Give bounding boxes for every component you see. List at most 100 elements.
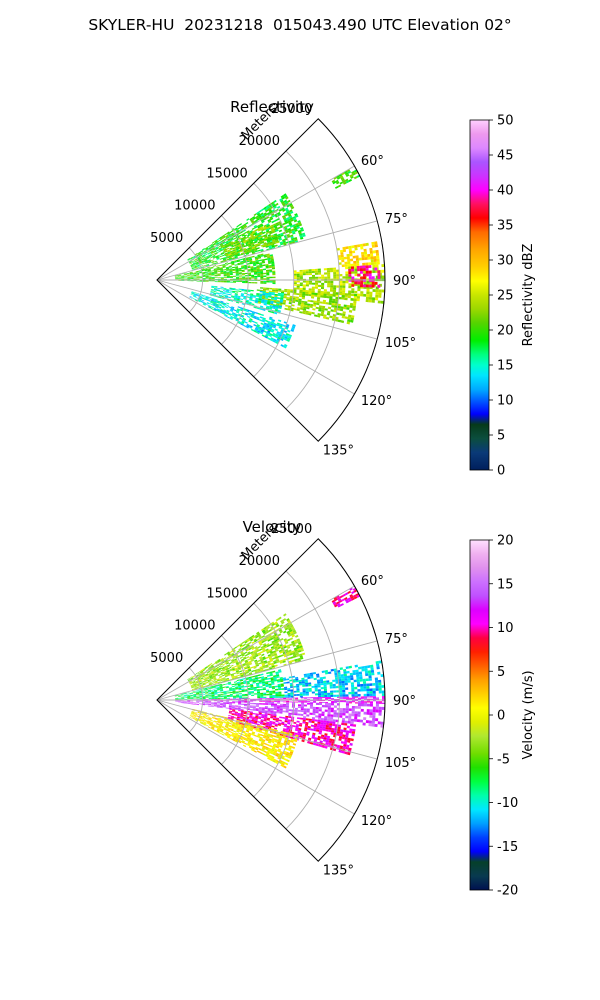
echo-cell <box>229 281 233 283</box>
echo-cell <box>298 683 303 686</box>
echo-cell <box>195 717 199 720</box>
echo-cell <box>178 276 182 278</box>
echo-cell <box>342 311 346 315</box>
echo-cell <box>219 309 224 312</box>
echo-cell <box>317 717 322 721</box>
echo-cell <box>253 722 257 725</box>
echo-cell <box>204 252 208 255</box>
echo-cell <box>218 675 222 678</box>
echo-cell <box>252 679 256 682</box>
grid-spoke <box>156 165 355 281</box>
echo-cell <box>198 298 202 301</box>
echo-cell <box>267 259 271 262</box>
echo-cell <box>192 675 196 678</box>
echo-cell <box>352 172 356 176</box>
echo-cell <box>366 688 370 692</box>
echo-cell <box>243 295 247 298</box>
echo-cell <box>187 697 191 699</box>
echo-cell <box>229 275 233 277</box>
echo-cell <box>232 721 236 724</box>
echo-cell <box>359 676 363 680</box>
echo-cell <box>246 250 251 253</box>
echo-cell <box>268 291 272 294</box>
echo-cell <box>265 725 269 728</box>
echo-cell <box>286 293 291 296</box>
echo-cell <box>236 260 241 263</box>
echo-cell <box>259 270 264 272</box>
echo-cell <box>251 246 256 249</box>
echo-cell <box>273 660 277 663</box>
echo-cell <box>208 697 212 699</box>
echo-cell <box>183 273 187 275</box>
echo-cell <box>259 231 263 234</box>
echo-cell <box>291 325 296 329</box>
echo-cell <box>240 650 244 654</box>
echo-cell <box>208 261 212 264</box>
echo-cell <box>190 677 194 680</box>
echo-cell <box>223 691 227 693</box>
echo-cell <box>353 300 357 304</box>
echo-cell <box>221 297 225 300</box>
echo-cell <box>174 695 178 697</box>
echo-cell <box>231 713 235 716</box>
echo-cell <box>265 656 269 659</box>
echo-cell <box>249 705 253 707</box>
echo-cell <box>344 751 348 755</box>
echo-cell <box>285 678 290 681</box>
echo-cell <box>279 710 283 713</box>
echo-cell <box>192 272 196 274</box>
echo-cell <box>374 723 378 728</box>
echo-cell <box>273 708 277 710</box>
echo-cell <box>302 736 306 739</box>
echo-cell <box>226 310 230 313</box>
echo-cell <box>222 705 226 707</box>
echo-cell <box>255 664 260 667</box>
echo-cell <box>240 225 244 228</box>
echo-cell <box>202 697 206 699</box>
echo-cell <box>216 258 220 260</box>
azimuth-tick-label: 90° <box>393 274 416 289</box>
echo-cell <box>318 702 323 706</box>
echo-cell <box>257 228 262 232</box>
echo-cell <box>191 260 195 263</box>
echo-cell <box>257 329 261 332</box>
echo-cell <box>211 694 215 696</box>
echo-cell <box>225 240 229 243</box>
echo-cell <box>368 279 372 282</box>
echo-cell <box>296 273 300 276</box>
echo-cell <box>196 294 201 296</box>
echo-cell <box>338 257 342 261</box>
echo-cell <box>323 686 327 690</box>
echo-cell <box>181 277 185 279</box>
echo-cell <box>233 250 238 253</box>
echo-cell <box>279 299 284 302</box>
echo-cell <box>234 667 238 670</box>
echo-cell <box>216 687 220 690</box>
echo-cell <box>254 301 258 304</box>
echo-cell <box>265 306 270 310</box>
echo-cell <box>232 290 236 293</box>
echo-cell <box>202 281 206 282</box>
echo-cell <box>275 306 279 309</box>
echo-cell <box>367 253 371 257</box>
echo-cell <box>227 681 231 684</box>
echo-cell <box>317 685 321 688</box>
echo-cell <box>220 244 224 247</box>
echo-cell <box>235 276 240 278</box>
echo-cell <box>270 709 274 712</box>
echo-cell <box>229 288 233 290</box>
echo-cell <box>211 297 215 300</box>
echo-cell <box>284 228 289 232</box>
echo-cell <box>220 300 224 303</box>
echo-cell <box>234 676 238 679</box>
echo-cell <box>184 702 188 704</box>
echo-cell <box>271 245 275 248</box>
echo-cell <box>245 677 249 680</box>
echo-cell <box>289 234 294 238</box>
echo-cell <box>257 302 261 304</box>
echo-cell <box>289 679 293 682</box>
echo-cell <box>188 680 192 683</box>
echo-cell <box>320 291 324 294</box>
echo-cell <box>329 723 333 726</box>
echo-cell <box>202 272 206 274</box>
